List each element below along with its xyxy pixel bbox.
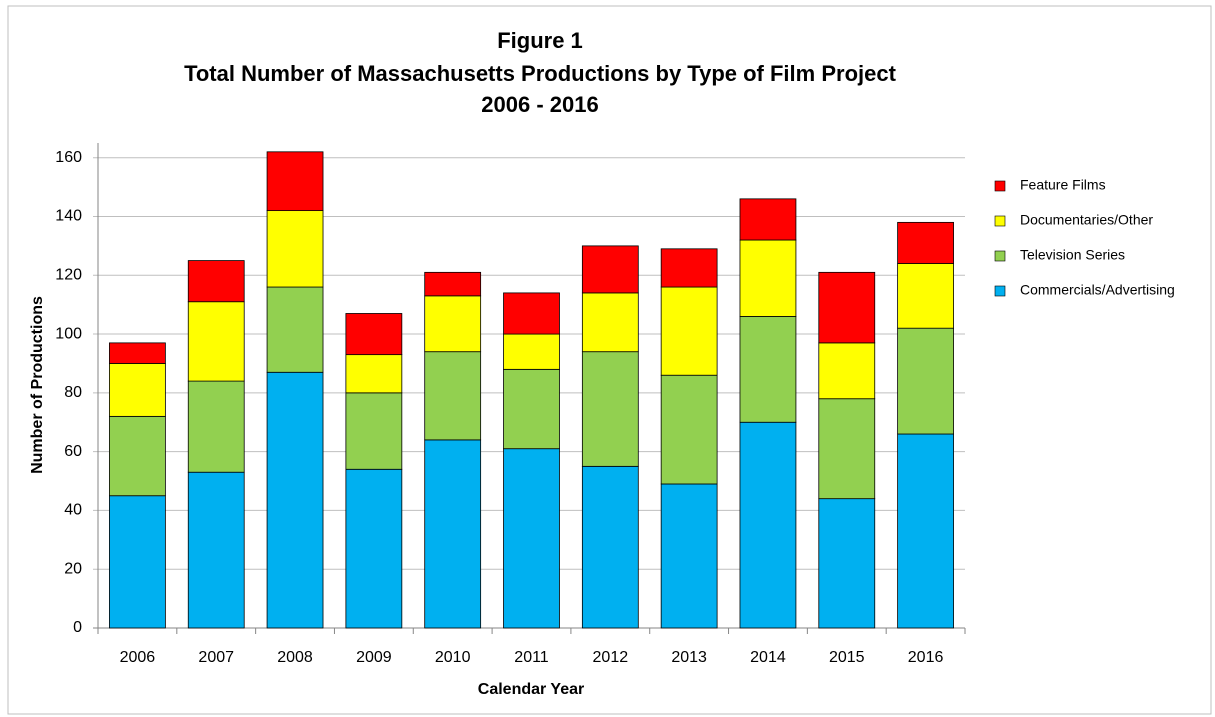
chart-title: Total Number of Massachusetts Production…	[184, 61, 897, 86]
bar-segment	[345, 392, 403, 470]
bar-segment	[897, 433, 954, 629]
bar-segment	[660, 286, 718, 376]
legend-label: Feature Films	[1020, 177, 1106, 193]
x-tick-label: 2010	[435, 649, 471, 666]
bar-segment	[660, 483, 718, 629]
bar-segment	[424, 351, 482, 441]
bar-segment	[581, 351, 639, 467]
bar-segment	[581, 245, 639, 294]
bar-segment	[739, 239, 797, 317]
bar-segment	[109, 363, 166, 417]
x-tick-label: 2007	[198, 649, 234, 666]
x-tick-label: 2011	[514, 649, 549, 666]
x-tick-label: 2009	[356, 649, 392, 666]
x-tick-label: 2015	[829, 649, 865, 666]
y-tick-label: 60	[64, 443, 82, 460]
x-tick-label: 2014	[750, 649, 786, 666]
legend-label: Television Series	[1020, 247, 1125, 263]
bar-segment	[266, 151, 324, 212]
y-tick-label: 80	[64, 384, 82, 401]
x-tick-label: 2006	[120, 649, 156, 666]
bar-segment	[660, 374, 718, 485]
bar-segment	[187, 471, 245, 629]
legend-swatch	[994, 180, 1006, 192]
bar-segment	[109, 342, 166, 364]
y-tick-label: 120	[55, 266, 82, 283]
bar-segment	[503, 333, 560, 370]
bar-segment	[897, 221, 954, 264]
y-tick-label: 0	[73, 619, 82, 636]
bar-segment	[660, 248, 718, 288]
legend-label: Commercials/Advertising	[1020, 282, 1175, 298]
chart-title: 2006 - 2016	[481, 92, 598, 117]
y-tick-label: 140	[55, 208, 82, 225]
legend-swatch	[994, 250, 1006, 262]
x-tick-label: 2008	[277, 649, 313, 666]
bar-segment	[739, 316, 797, 423]
bar-segment	[345, 313, 403, 356]
legend-label: Documentaries/Other	[1020, 212, 1153, 228]
bar-segment	[897, 327, 954, 435]
legend-swatch	[994, 285, 1006, 297]
bar-segment	[345, 354, 403, 394]
x-tick-label: 2012	[593, 649, 629, 666]
bar-segment	[266, 286, 324, 373]
bar-segment	[503, 368, 560, 450]
bar-segment	[109, 415, 166, 497]
x-tick-label: 2016	[908, 649, 944, 666]
y-axis-title: Number of Productions	[29, 296, 46, 474]
bar-segment	[266, 210, 324, 288]
y-tick-label: 40	[64, 502, 82, 519]
bar-segment	[818, 271, 876, 344]
bar-segment	[424, 439, 482, 629]
bar-segment	[581, 465, 639, 629]
bar-segment	[503, 448, 560, 629]
bar-segment	[187, 301, 245, 382]
bar-segment	[739, 421, 797, 629]
bar-segment	[187, 380, 245, 473]
bar-segment	[424, 271, 482, 297]
bar-segment	[345, 468, 403, 629]
bar-segment	[424, 295, 482, 353]
bar-segment	[187, 260, 245, 303]
y-tick-label: 160	[55, 149, 82, 166]
bar-segment	[818, 342, 876, 400]
bar-segment	[581, 292, 639, 353]
y-tick-label: 20	[64, 560, 82, 577]
legend-swatch	[994, 215, 1006, 227]
bar-segment	[818, 498, 876, 629]
x-axis-title: Calendar Year	[478, 681, 584, 698]
bar-segment	[266, 371, 324, 629]
y-tick-label: 100	[55, 325, 82, 342]
x-tick-label: 2013	[671, 649, 707, 666]
bar-segment	[503, 292, 560, 335]
bar-segment	[897, 263, 954, 329]
chart-title: Figure 1	[497, 28, 583, 53]
bar-segment	[109, 495, 166, 629]
bar-segment	[818, 398, 876, 500]
bar-segment	[739, 198, 797, 241]
